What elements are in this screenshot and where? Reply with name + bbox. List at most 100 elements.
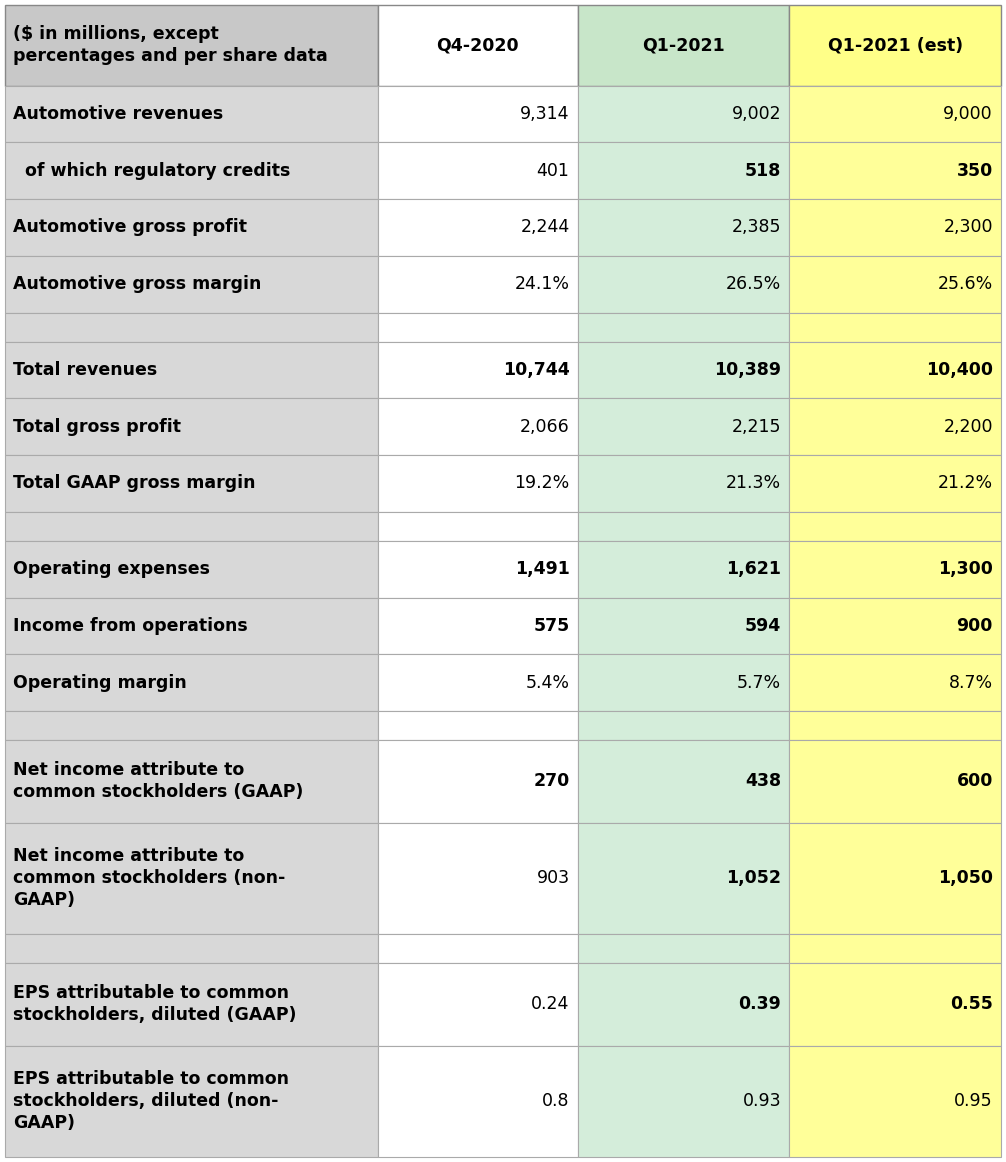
Text: 1,491: 1,491 — [515, 560, 569, 579]
Text: Q1-2021: Q1-2021 — [642, 36, 725, 55]
Bar — [577, 313, 790, 342]
Bar — [5, 540, 378, 597]
Bar — [378, 540, 577, 597]
Text: 1,050: 1,050 — [938, 869, 993, 888]
Bar — [5, 740, 378, 823]
Text: Automotive gross profit: Automotive gross profit — [13, 218, 247, 236]
Text: 21.3%: 21.3% — [726, 474, 782, 493]
Bar — [5, 313, 378, 342]
Bar — [378, 654, 577, 711]
Bar — [577, 1046, 790, 1157]
Bar — [577, 256, 790, 313]
Text: Total GAAP gross margin: Total GAAP gross margin — [13, 474, 256, 493]
Text: 594: 594 — [745, 617, 782, 634]
Bar — [790, 934, 1001, 963]
Bar — [5, 5, 378, 86]
Bar — [378, 740, 577, 823]
Text: 2,244: 2,244 — [520, 218, 569, 236]
Bar — [378, 823, 577, 934]
Text: 10,744: 10,744 — [503, 361, 569, 379]
Bar — [790, 540, 1001, 597]
Text: 0.95: 0.95 — [955, 1092, 993, 1110]
Text: 438: 438 — [745, 773, 782, 790]
Text: 26.5%: 26.5% — [726, 275, 782, 293]
Bar — [790, 313, 1001, 342]
Text: 0.24: 0.24 — [531, 995, 569, 1013]
Text: 0.55: 0.55 — [950, 995, 993, 1013]
Text: ($ in millions, except
percentages and per share data: ($ in millions, except percentages and p… — [13, 26, 328, 65]
Text: 1,300: 1,300 — [938, 560, 993, 579]
Bar — [790, 511, 1001, 540]
Bar — [378, 256, 577, 313]
Bar — [790, 256, 1001, 313]
Bar — [790, 654, 1001, 711]
Text: Total revenues: Total revenues — [13, 361, 157, 379]
Text: 575: 575 — [533, 617, 569, 634]
Text: 900: 900 — [957, 617, 993, 634]
Bar — [378, 597, 577, 654]
Bar — [577, 399, 790, 456]
Bar — [5, 597, 378, 654]
Bar — [5, 654, 378, 711]
Bar — [790, 1046, 1001, 1157]
Bar — [577, 597, 790, 654]
Bar — [790, 342, 1001, 399]
Bar — [577, 86, 790, 142]
Bar — [577, 711, 790, 740]
Text: 8.7%: 8.7% — [949, 674, 993, 691]
Text: 1,621: 1,621 — [726, 560, 782, 579]
Bar — [5, 823, 378, 934]
Text: 1,052: 1,052 — [726, 869, 782, 888]
Bar — [5, 456, 378, 511]
Bar — [790, 86, 1001, 142]
Text: 401: 401 — [536, 162, 569, 180]
Bar — [5, 399, 378, 456]
Bar — [5, 934, 378, 963]
Bar — [378, 313, 577, 342]
Bar — [378, 456, 577, 511]
Text: 9,000: 9,000 — [944, 105, 993, 123]
Bar — [790, 456, 1001, 511]
Bar — [378, 5, 577, 86]
Text: 10,400: 10,400 — [926, 361, 993, 379]
Bar — [378, 199, 577, 256]
Bar — [378, 963, 577, 1046]
Text: 5.7%: 5.7% — [737, 674, 782, 691]
Text: 2,215: 2,215 — [731, 417, 782, 436]
Bar — [577, 456, 790, 511]
Text: 25.6%: 25.6% — [938, 275, 993, 293]
Bar — [5, 1046, 378, 1157]
Text: 2,066: 2,066 — [520, 417, 569, 436]
Text: 350: 350 — [957, 162, 993, 180]
Text: 24.1%: 24.1% — [514, 275, 569, 293]
Bar — [577, 934, 790, 963]
Text: 600: 600 — [957, 773, 993, 790]
Text: Operating margin: Operating margin — [13, 674, 187, 691]
Text: Q1-2021 (est): Q1-2021 (est) — [828, 36, 963, 55]
Bar — [5, 86, 378, 142]
Bar — [378, 399, 577, 456]
Text: 10,389: 10,389 — [714, 361, 782, 379]
Text: Q4-2020: Q4-2020 — [437, 36, 519, 55]
Text: 2,385: 2,385 — [731, 218, 782, 236]
Text: 0.8: 0.8 — [542, 1092, 569, 1110]
Bar — [577, 342, 790, 399]
Bar — [378, 711, 577, 740]
Bar — [790, 597, 1001, 654]
Text: 9,002: 9,002 — [731, 105, 782, 123]
Text: 9,314: 9,314 — [520, 105, 569, 123]
Text: Total gross profit: Total gross profit — [13, 417, 181, 436]
Bar — [5, 199, 378, 256]
Bar — [5, 142, 378, 199]
Text: Net income attribute to
common stockholders (GAAP): Net income attribute to common stockhold… — [13, 761, 304, 802]
Bar — [577, 199, 790, 256]
Text: Operating expenses: Operating expenses — [13, 560, 210, 579]
Bar — [790, 5, 1001, 86]
Bar — [378, 86, 577, 142]
Bar — [378, 1046, 577, 1157]
Text: Net income attribute to
common stockholders (non-
GAAP): Net income attribute to common stockhold… — [13, 847, 286, 910]
Text: EPS attributable to common
stockholders, diluted (GAAP): EPS attributable to common stockholders,… — [13, 984, 297, 1025]
Bar — [378, 511, 577, 540]
Bar — [5, 711, 378, 740]
Bar — [378, 142, 577, 199]
